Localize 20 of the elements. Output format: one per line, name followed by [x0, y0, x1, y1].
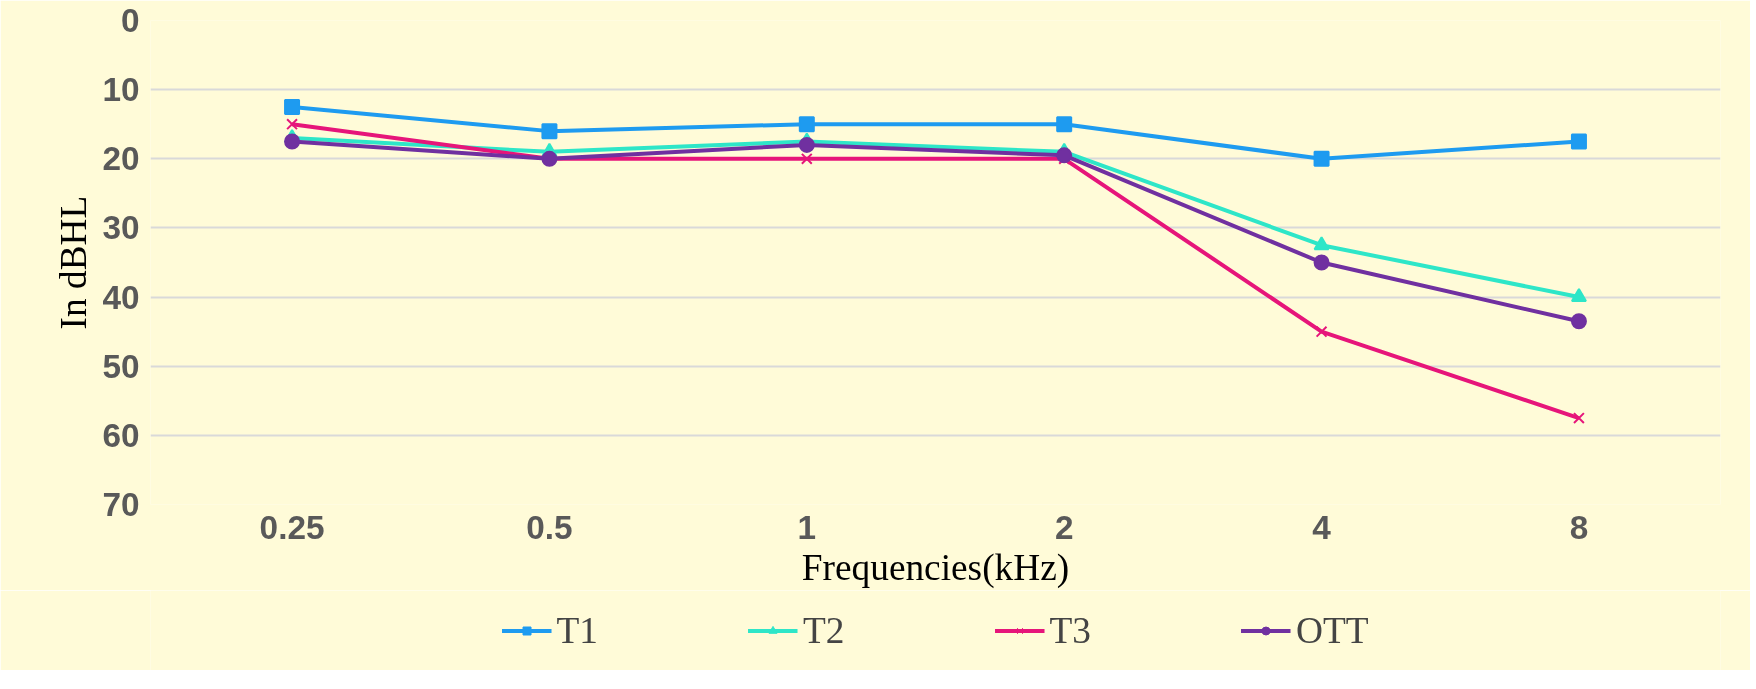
- x-tick-label: 0.25: [259, 508, 325, 546]
- y-axis-title: In dBHL: [53, 195, 95, 330]
- y-tick-label: 40: [102, 278, 140, 316]
- y-tick-label: 20: [102, 140, 140, 178]
- y-tick-label: 60: [102, 416, 140, 454]
- legend-label: T3: [1049, 608, 1091, 652]
- x-tick-label: 1: [797, 508, 817, 546]
- y-tick-label: 0: [120, 2, 140, 39]
- y-tick-label: 10: [102, 71, 140, 109]
- x-tick-label: 2: [1054, 508, 1074, 546]
- x-tick-label: 4: [1312, 508, 1332, 546]
- legend-label: T2: [802, 608, 845, 652]
- legend-label: OTT: [1295, 608, 1369, 652]
- x-tick-label: 0.5: [526, 508, 573, 546]
- x-tick-label: 8: [1569, 508, 1589, 546]
- legend-label: T1: [556, 608, 598, 652]
- y-tick-label: 70: [102, 486, 140, 523]
- y-tick-label: 50: [102, 347, 140, 385]
- x-axis-title: Frequencies(kHz): [801, 546, 1070, 589]
- y-tick-label: 30: [102, 209, 140, 247]
